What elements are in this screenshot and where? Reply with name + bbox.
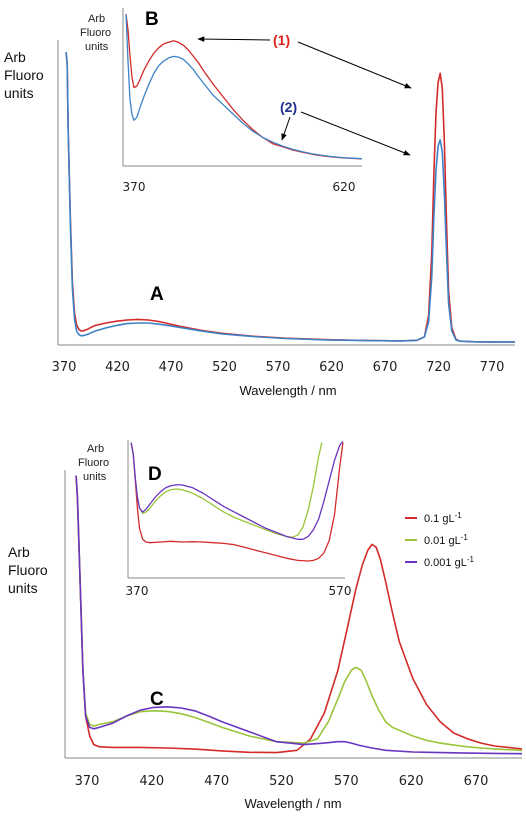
chart-c-tick-label: 520	[269, 774, 294, 789]
chart-d: 370 570 Arb Fluoro units D	[78, 440, 351, 598]
chart-b-series-line	[125, 14, 363, 160]
chart-a-tick-label: 420	[105, 360, 130, 375]
chart-c-panel-label: C	[150, 689, 164, 710]
chart-a-tick-label: 470	[159, 360, 184, 375]
chart-a-xlabel: Wavelength / nm	[239, 383, 336, 398]
chart-c-tick-label: 620	[399, 774, 424, 789]
chart-a-axes	[57, 40, 515, 346]
chart-c-ylabel-3: units	[8, 580, 38, 596]
chart-c-series-line	[75, 475, 523, 754]
chart-c-ylabel-2: Fluoro	[8, 562, 48, 578]
chart-b: 370 620 Arb Fluoro units B	[80, 8, 363, 194]
callout-1-arrow-inset	[197, 36, 271, 42]
chart-a-ylabel-3: units	[4, 85, 34, 101]
chart-a-ylabel-1: Arb	[4, 49, 26, 65]
callout-1-label: (1)	[273, 32, 290, 48]
chart-c-legend: 0.1 gL-1 0.01 gL-1 0.001 gL-1	[405, 511, 474, 570]
chart-d-tick-label: 370	[126, 584, 149, 598]
chart-a-tick-label: 520	[212, 360, 237, 375]
chart-a-tick-label: 370	[52, 360, 77, 375]
chart-d-tick-label: 570	[329, 584, 352, 598]
chart-d-ylabel-2: Fluoro	[78, 457, 109, 469]
legend-label-sup: -1	[467, 555, 475, 564]
chart-d-series-line	[130, 442, 323, 538]
chart-c-ticks: 370 420 470 520 570 620 670	[75, 774, 489, 789]
chart-c-tick-label: 670	[464, 774, 489, 789]
chart-a-tick-label: 720	[426, 360, 451, 375]
chart-c-tick-label: 570	[334, 774, 359, 789]
chart-b-ticks: 370 620	[123, 180, 356, 194]
callouts: (1) (2)	[197, 32, 412, 156]
chart-a-tick-label: 770	[480, 360, 505, 375]
callout-2-arrow-inset	[281, 116, 291, 141]
chart-a: 370 420 470 520 570 620 670 720 770 Arb Fluoro u…	[4, 40, 515, 398]
chart-b-series-line	[125, 14, 363, 160]
legend-label-sup: -1	[455, 511, 463, 520]
chart-c-ylabel-1: Arb	[8, 544, 30, 560]
chart-a-series-line	[65, 52, 515, 343]
chart-c-tick-label: 420	[139, 774, 164, 789]
legend-label: 0.01 gL-1	[424, 533, 468, 548]
chart-d-series	[130, 440, 344, 562]
chart-a-panel-label: A	[150, 284, 164, 305]
chart-d-panel-label: D	[148, 464, 162, 485]
chart-b-ylabel-1: Arb	[88, 13, 105, 25]
chart-c: 370 420 470 520 570 620 670 Arb Fluoro units W…	[8, 470, 523, 811]
chart-c-series-line	[75, 475, 523, 752]
chart-c-xlabel: Wavelength / nm	[244, 796, 341, 811]
chart-d-ylabel-1: Arb	[87, 443, 104, 455]
chart-a-ticks: 370 420 470 520 570 620 670 720 770	[52, 360, 505, 375]
chart-a-tick-label: 620	[319, 360, 344, 375]
chart-a-tick-label: 670	[373, 360, 398, 375]
chart-c-tick-label: 470	[204, 774, 229, 789]
chart-b-series	[125, 14, 363, 160]
chart-b-ylabel-3: units	[85, 41, 109, 53]
callout-1-arrow-main	[297, 41, 412, 89]
chart-c-series	[75, 475, 523, 755]
chart-d-ticks: 370 570	[126, 584, 352, 598]
chart-b-ylabel-2: Fluoro	[80, 27, 111, 39]
chart-a-ylabel-2: Fluoro	[4, 67, 44, 83]
chart-c-tick-label: 370	[75, 774, 100, 789]
chart-a-series	[65, 52, 515, 343]
callout-2-arrow-main	[300, 111, 411, 156]
chart-b-tick-label: 620	[333, 180, 356, 194]
legend-label: 0.1 gL-1	[424, 511, 462, 526]
chart-c-series-line	[75, 475, 523, 755]
callout-2-label: (2)	[280, 99, 297, 115]
chart-b-panel-label: B	[145, 9, 159, 30]
chart-b-tick-label: 370	[123, 180, 146, 194]
chart-a-tick-label: 570	[266, 360, 291, 375]
chart-d-ylabel-3: units	[83, 471, 107, 483]
chart-d-series-line	[130, 440, 344, 540]
legend-label-sup: -1	[461, 533, 469, 542]
legend-label: 0.001 gL-1	[424, 555, 474, 570]
chart-d-series-line	[130, 442, 344, 562]
